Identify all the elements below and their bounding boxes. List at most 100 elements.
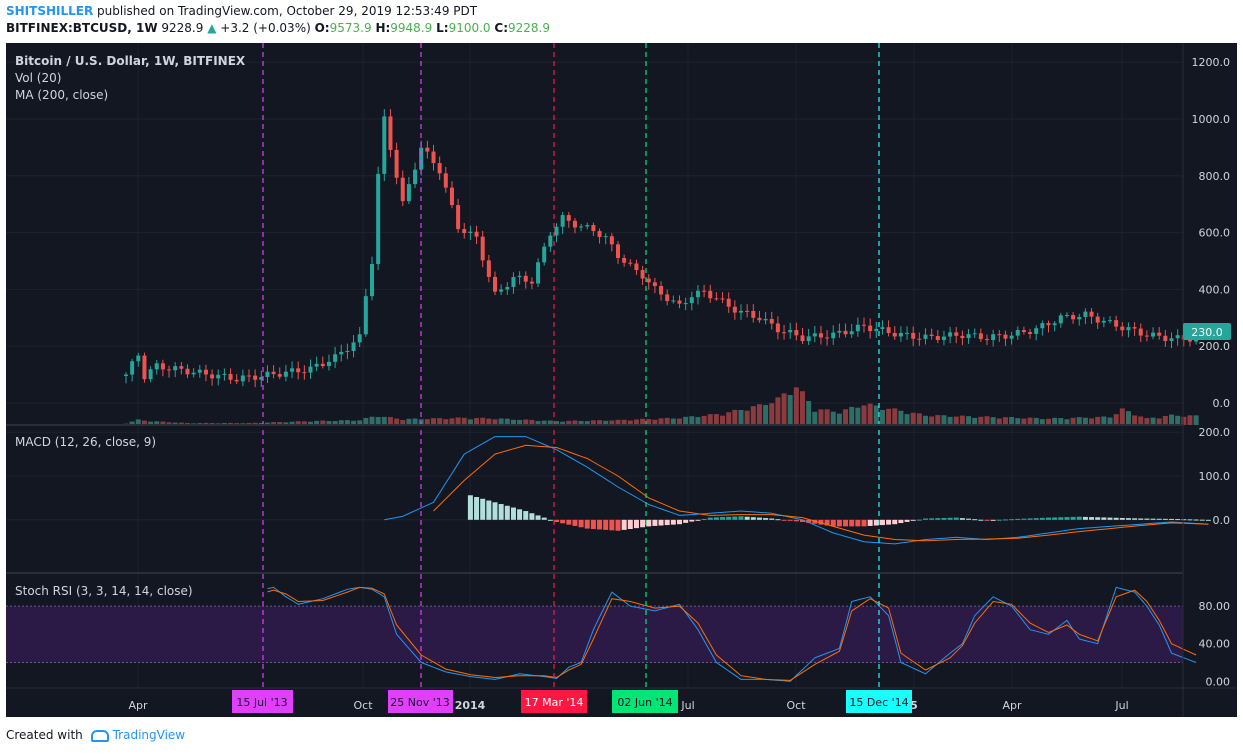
stoch-rsi-pane[interactable] (6, 586, 1197, 682)
candle-body (800, 335, 805, 342)
macd-histogram-bar (498, 504, 504, 520)
created-with-text: Created with (6, 728, 83, 742)
candle-body (923, 334, 928, 339)
macd-histogram-bar (812, 519, 818, 524)
date-marker-text: 25 Nov '13 (390, 696, 449, 709)
volume-bar (369, 416, 375, 425)
macd-histogram-bar (959, 518, 965, 520)
macd-histogram-bar (1082, 516, 1088, 520)
volume-bar (597, 420, 603, 425)
price-axis[interactable]: 0.0 200.0 400.0 600.0 800.0 1000.0 1200.0 (1192, 56, 1231, 410)
candle-body (1028, 332, 1033, 334)
volume-bar (818, 409, 824, 425)
volume-bar (953, 416, 959, 425)
date-marker-label[interactable]: 15 Dec '14 (846, 690, 912, 713)
macd-histogram-bar (646, 519, 652, 527)
price-change: +3.2 (+0.03%) (220, 21, 311, 35)
candle-body (536, 262, 541, 284)
volume-bar (738, 409, 744, 425)
candle-body (745, 310, 750, 312)
volume-bar (129, 421, 135, 425)
candle-body (1114, 320, 1119, 327)
macd-histogram-bar (775, 519, 781, 521)
macd-pane[interactable] (384, 436, 1211, 545)
volume-bar (295, 421, 301, 425)
candle-body (351, 342, 356, 351)
volume-bar (474, 418, 480, 425)
macd-axis[interactable]: 0.0 100.0 200.0 (1199, 426, 1231, 527)
price-tick-label: 0.0 (1213, 397, 1231, 410)
volume-bar (812, 411, 818, 425)
date-marker-label[interactable]: 17 Mar '14 (521, 690, 587, 713)
candle-body (997, 334, 1002, 336)
volume-bar (769, 403, 775, 425)
volume-bar (806, 401, 812, 425)
volume-bar (554, 421, 559, 425)
candle-body (874, 328, 879, 332)
volume-bar (1095, 416, 1101, 425)
date-marker-label[interactable]: 15 Jul '13 (232, 690, 293, 713)
candle-body (529, 281, 534, 284)
macd-histogram-bar (744, 516, 750, 520)
volume-bar (547, 420, 553, 425)
macd-histogram-bar (1113, 517, 1119, 520)
candle-body (493, 276, 497, 292)
low-label: L: (436, 21, 449, 35)
candles[interactable] (124, 109, 1199, 388)
candle-body (585, 225, 590, 227)
volume-bar (308, 421, 313, 425)
macd-histogram-bar (1039, 517, 1045, 520)
volume-bar (246, 422, 252, 425)
volume-bar (658, 418, 664, 425)
candle-body (400, 177, 405, 202)
volume-bar (529, 419, 535, 425)
author-name[interactable]: SHITSHILLER (6, 4, 94, 18)
candle-body (1101, 320, 1106, 323)
macd-histogram-bar (547, 519, 553, 521)
date-marker-label[interactable]: 25 Nov '13 (388, 690, 453, 713)
open-label: O: (314, 21, 330, 35)
candle-body (855, 324, 860, 332)
high-value: 9948.9 (390, 21, 433, 35)
symbol-header: BITFINEX:BTCUSD, 1W 9228.9 ▲ +3.2 (+0.03… (6, 21, 550, 35)
candle-body (1175, 335, 1180, 339)
macd-histogram-bar (867, 519, 873, 526)
volume-bar (1015, 418, 1021, 425)
volume-bar (1058, 418, 1064, 425)
macd-histogram-bar (892, 519, 898, 525)
time-axis[interactable]: Apr Oct 2014 Jul Oct 5 Apr Jul (128, 699, 1128, 712)
macd-histogram-bar (1156, 518, 1162, 520)
tradingview-brand[interactable]: TradingView (112, 728, 186, 742)
candle-body (247, 375, 251, 377)
volume-bar (1144, 418, 1150, 425)
candle-body (954, 332, 959, 336)
volume-bar (990, 417, 996, 425)
volume-bar (701, 415, 707, 425)
volume-bar (843, 409, 849, 425)
date-marker-label[interactable]: 02 Jun '14 (612, 690, 678, 713)
candle-body (886, 327, 891, 334)
candle-body (308, 366, 313, 373)
stoch-tick-label: 0.00 (1206, 675, 1231, 688)
macd-tick-label: 100.0 (1199, 470, 1231, 483)
candle-body (1132, 327, 1137, 329)
volume-bar (252, 422, 258, 425)
volume-bar (898, 410, 904, 425)
macd-histogram-bar (849, 519, 855, 527)
volume-bar (154, 421, 160, 425)
stoch-axis[interactable]: 0.00 40.00 80.00 (1199, 600, 1231, 688)
candle-body (646, 278, 651, 283)
volume-bar (892, 408, 898, 425)
candle-body (382, 116, 387, 174)
macd-histogram-bar (1199, 519, 1205, 521)
volume-bar (492, 419, 498, 425)
candle-body (499, 289, 504, 292)
candle-body (782, 332, 787, 334)
macd-histogram-bar (855, 519, 861, 527)
volume-legend: Vol (20) (15, 71, 61, 85)
macd-histogram-bar (898, 519, 904, 524)
chart-background (6, 43, 1237, 717)
time-label: Apr (128, 699, 148, 712)
macd-histogram-bar (504, 505, 510, 520)
